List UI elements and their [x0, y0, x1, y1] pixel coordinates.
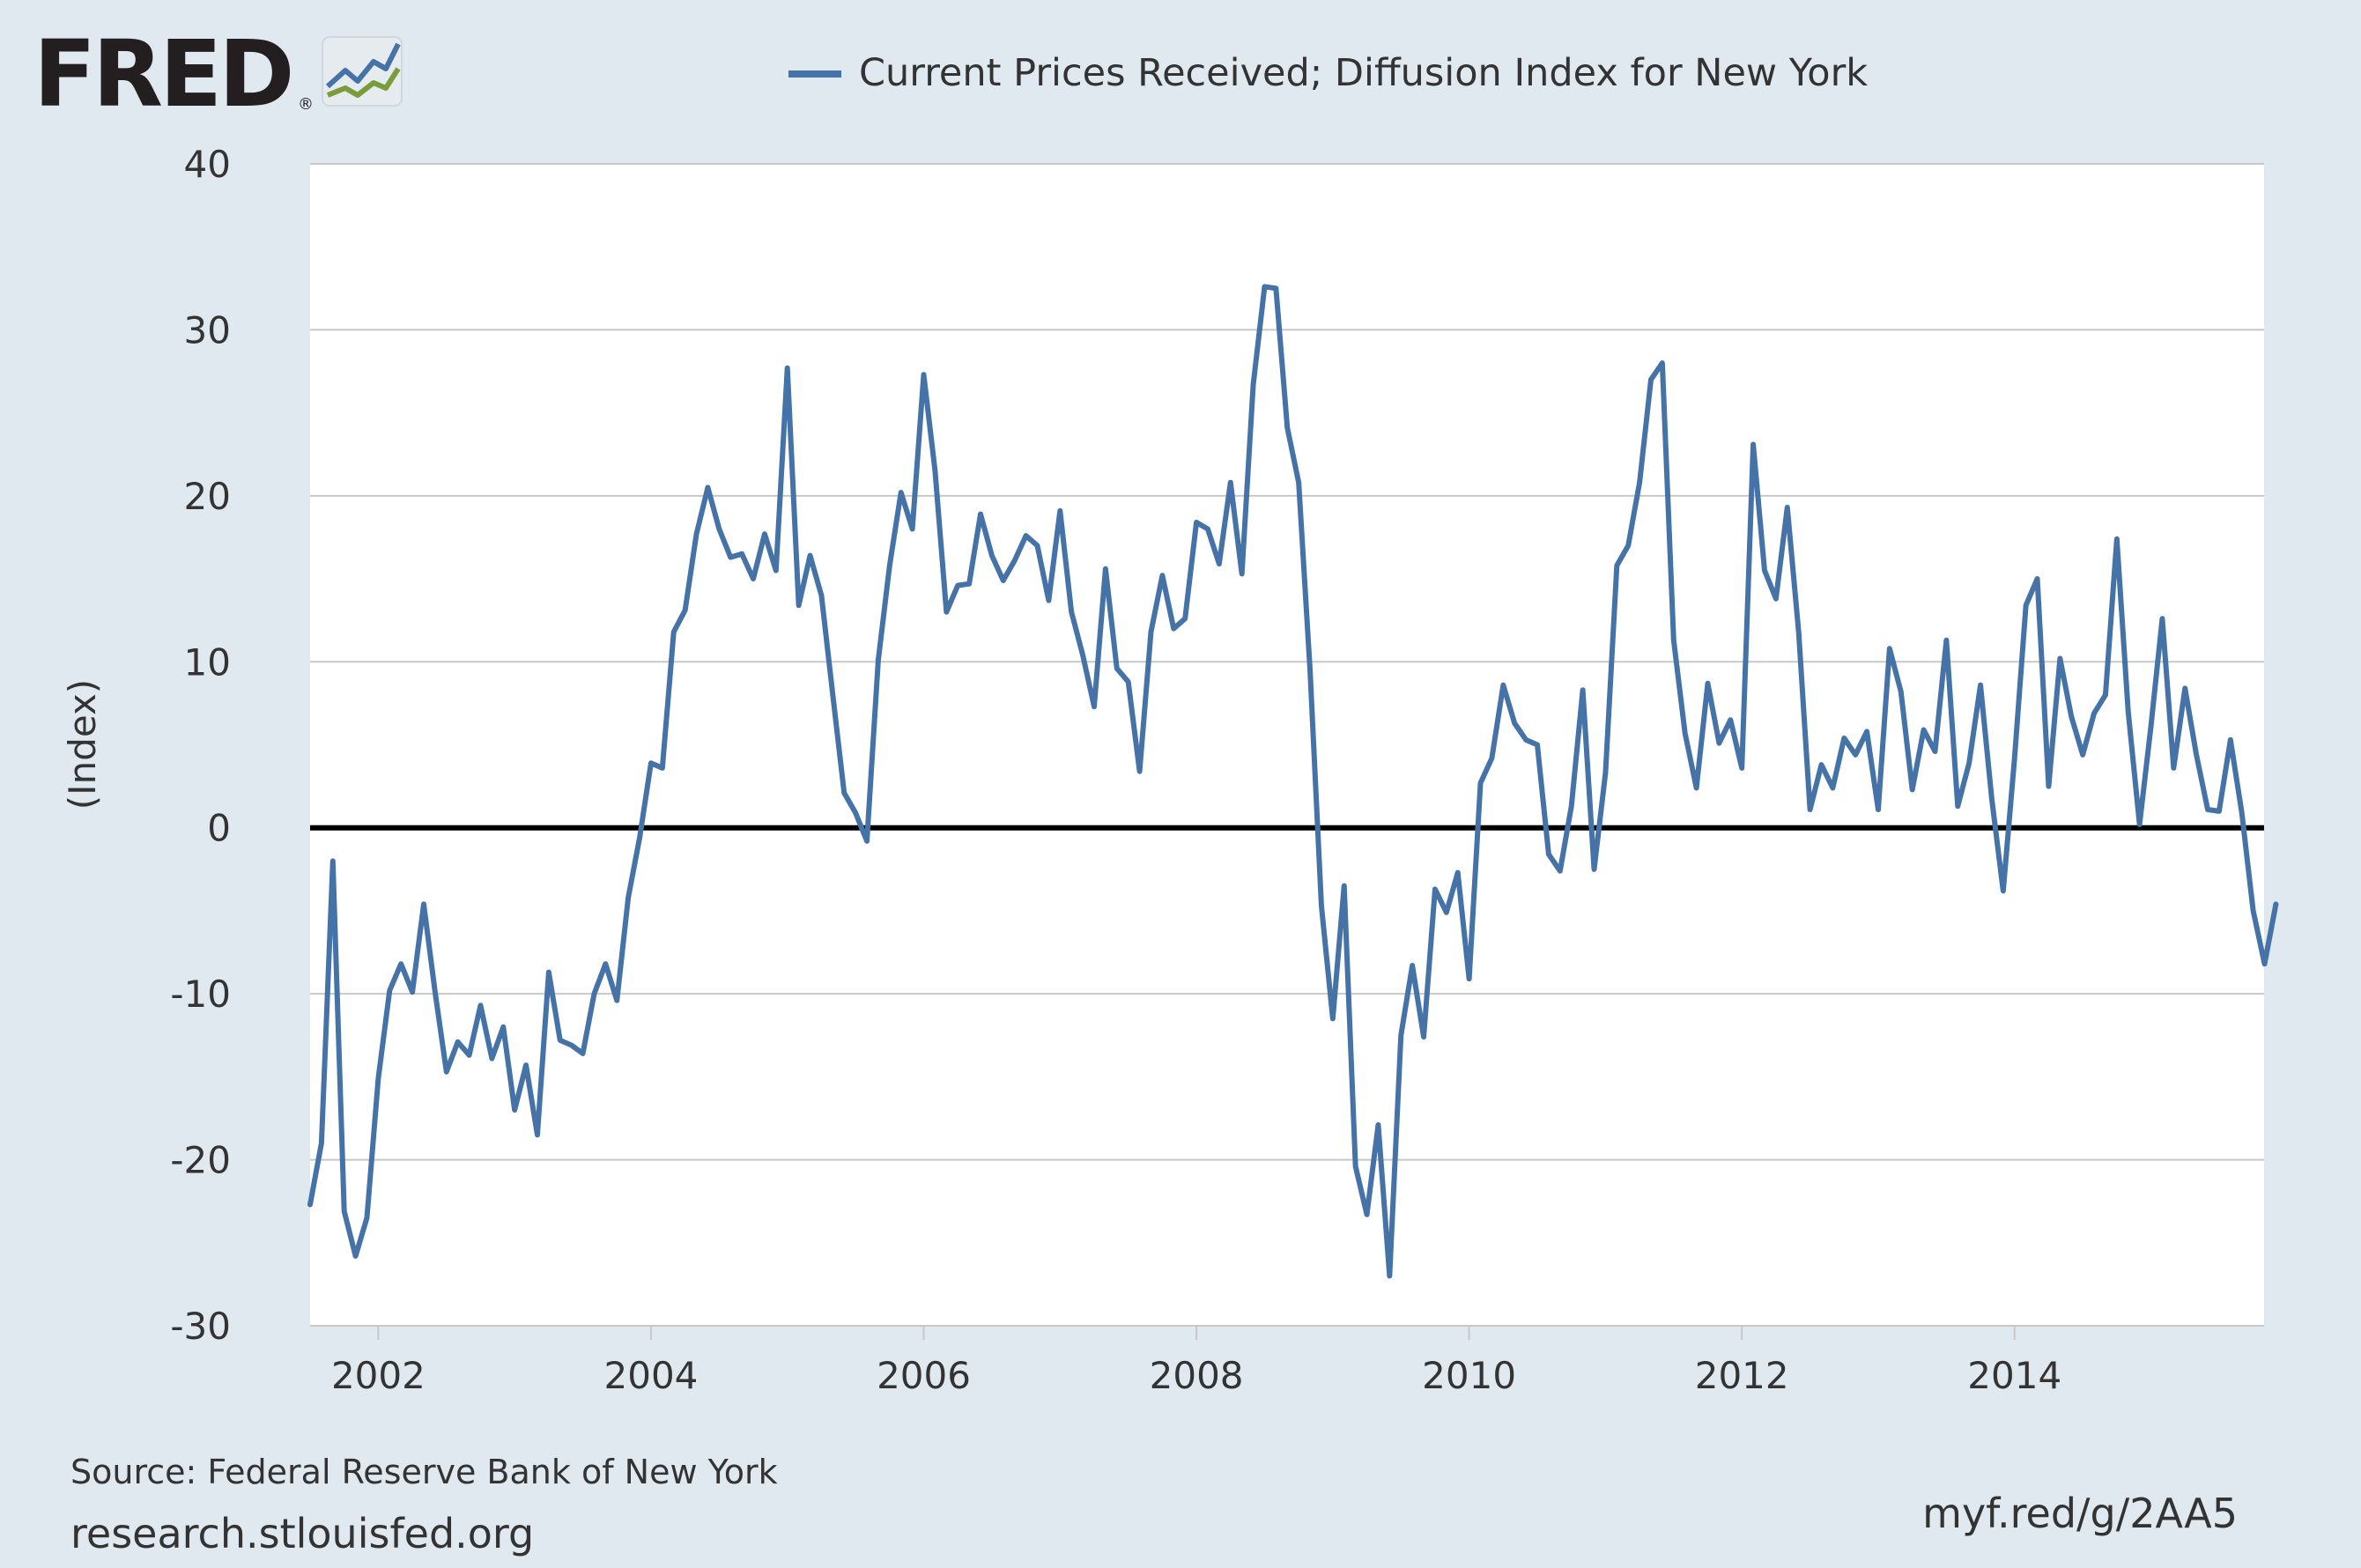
y-axis-title: (Index) — [61, 679, 104, 810]
x-tick-label-2002: 2002 — [331, 1354, 426, 1397]
y-tick-label-10: 10 — [184, 640, 231, 684]
short-url-link[interactable]: myf.red/g/2AA5 — [1922, 1490, 2238, 1537]
x-tick-label-2008: 2008 — [1150, 1354, 1244, 1397]
fred-logo-wordmark: FRED — [33, 20, 292, 128]
x-tick-label-2010: 2010 — [1422, 1354, 1516, 1397]
series-line-0[interactable] — [307, 284, 2279, 1279]
y-tick-label-40: 40 — [184, 143, 231, 186]
y-tick-label-0: 0 — [207, 807, 231, 850]
y-axis-tick-labels: -30 -20 -10 0 10 20 30 40 — [170, 143, 231, 1348]
plot-area — [310, 164, 2264, 1326]
x-tick-label-2004: 2004 — [604, 1354, 699, 1397]
legend-label: Current Prices Received; Diffusion Index… — [859, 51, 1868, 95]
legend[interactable]: Current Prices Received; Diffusion Index… — [788, 51, 1868, 95]
x-tick-label-2014: 2014 — [1967, 1354, 2061, 1397]
series-group — [307, 284, 2279, 1279]
y-tick-label--10: -10 — [170, 973, 231, 1016]
y-tick-label-30: 30 — [184, 308, 231, 351]
site-link[interactable]: research.stlouisfed.org — [70, 1510, 534, 1557]
y-tick-label--30: -30 — [170, 1305, 231, 1348]
fred-logo[interactable]: FRED ® — [33, 20, 403, 128]
registered-mark: ® — [298, 95, 314, 114]
x-tick-label-2006: 2006 — [877, 1354, 971, 1397]
fred-logo-graph-icon — [322, 36, 403, 107]
y-tick-label-20: 20 — [184, 475, 231, 518]
x-tick-label-2012: 2012 — [1695, 1354, 1789, 1397]
y-tick-label--20: -20 — [170, 1139, 231, 1182]
source-note: Source: Federal Reserve Bank of New York — [70, 1453, 778, 1491]
x-axis-tick-labels: 2002 2004 2006 2008 2010 2012 2014 — [331, 1326, 2061, 1397]
